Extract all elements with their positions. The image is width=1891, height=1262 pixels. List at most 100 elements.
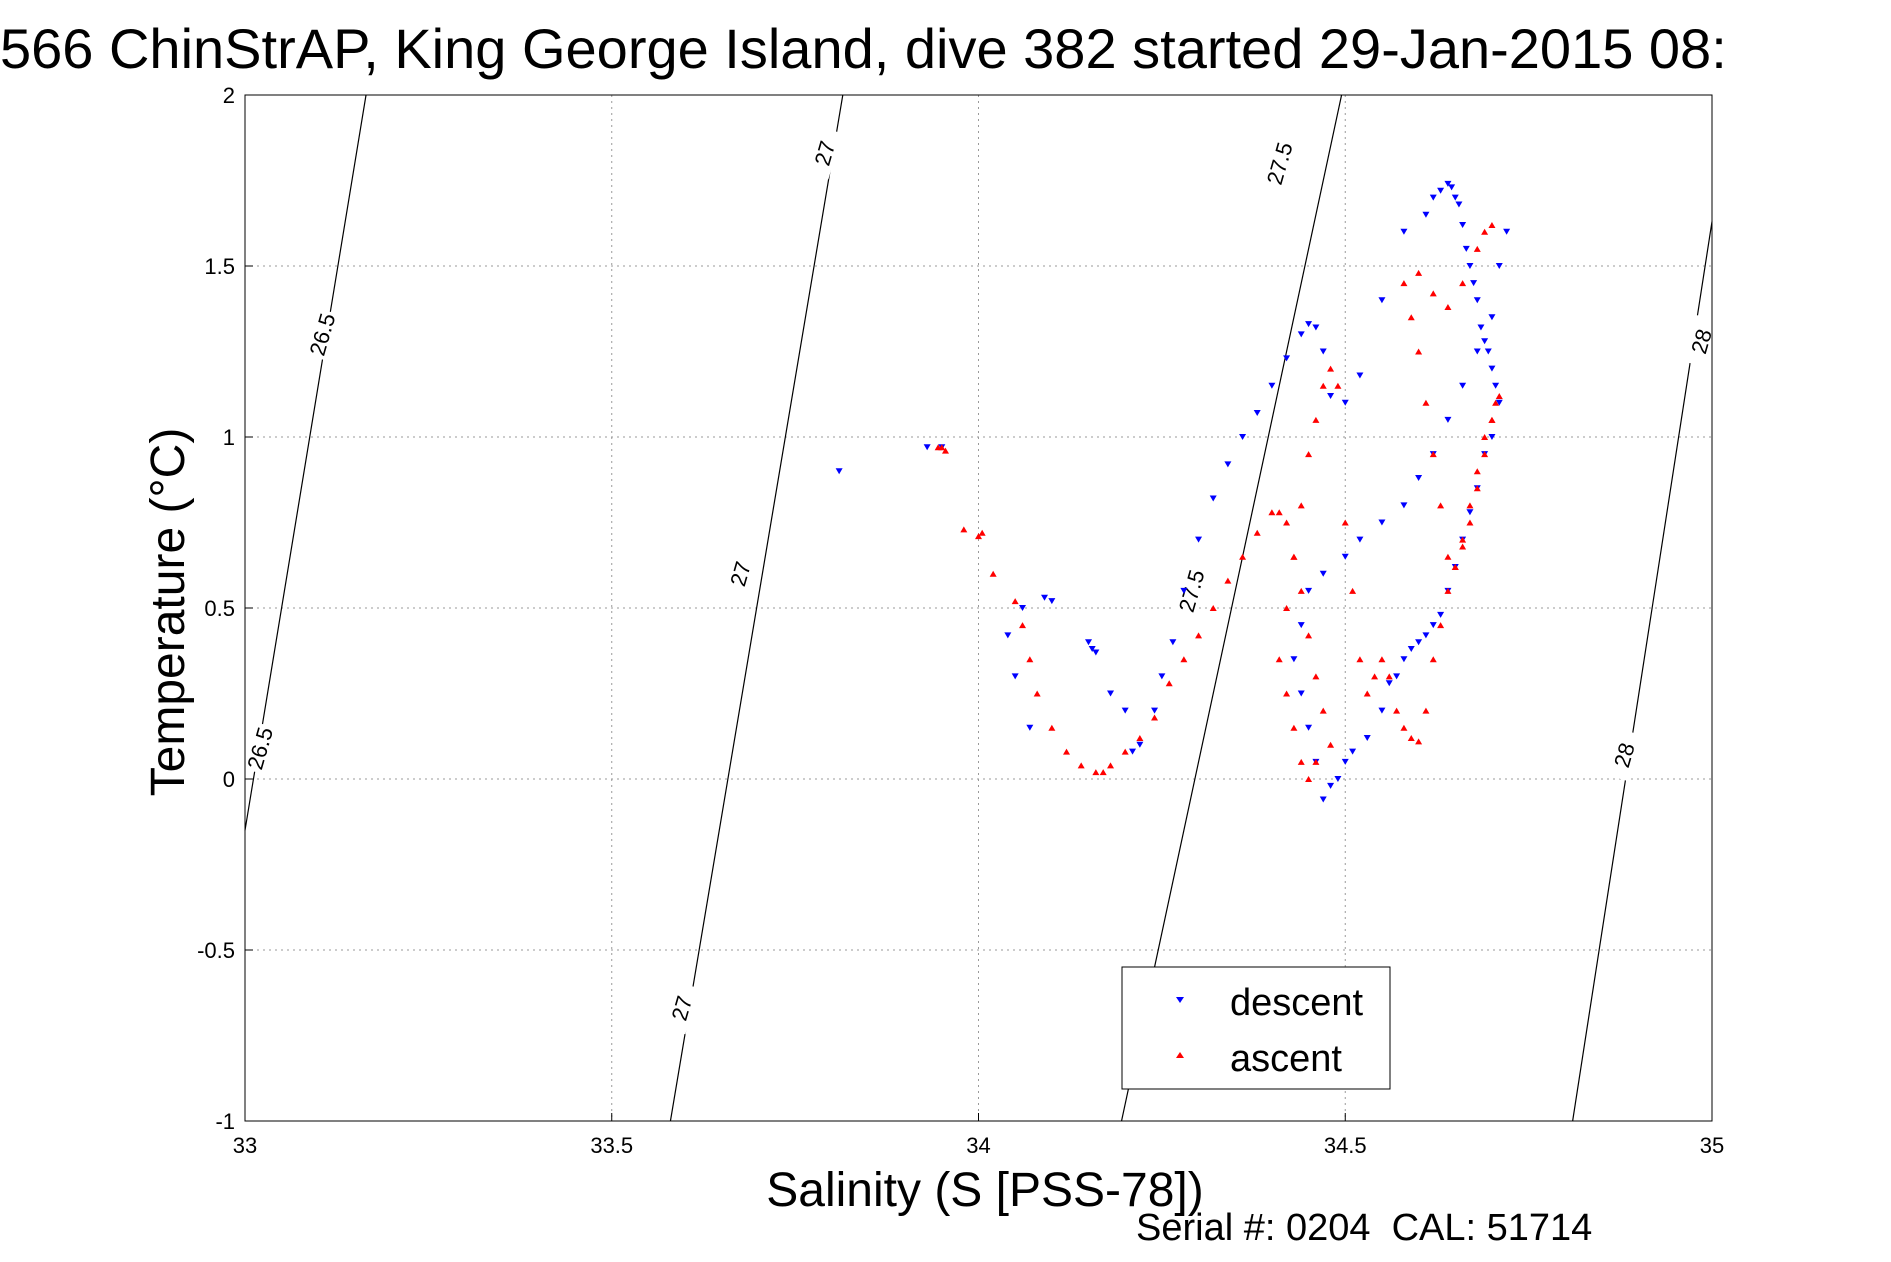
descent-point bbox=[1363, 734, 1371, 741]
contour-label-bg bbox=[1172, 564, 1209, 618]
y-tick-label: -0.5 bbox=[197, 938, 235, 963]
ascent-point bbox=[1151, 714, 1159, 721]
ascent-point bbox=[1349, 587, 1357, 594]
isopycnal-26.5 bbox=[244, 94, 367, 831]
descent-point bbox=[1444, 180, 1452, 187]
descent-point bbox=[1422, 632, 1430, 639]
legend-box bbox=[1121, 966, 1391, 1090]
descent-point bbox=[1319, 348, 1327, 355]
ascent-point bbox=[1048, 724, 1056, 731]
descent-point bbox=[1011, 673, 1019, 680]
contour-label-bg bbox=[240, 721, 277, 775]
ascent-point bbox=[1488, 221, 1496, 228]
data-points bbox=[835, 180, 1511, 803]
descent-point bbox=[1151, 707, 1159, 714]
ascent-point bbox=[941, 447, 949, 454]
ascent-point bbox=[1459, 280, 1467, 287]
grid-lines bbox=[244, 94, 1713, 1122]
descent-point bbox=[1004, 632, 1012, 639]
descent-point bbox=[923, 444, 931, 451]
descent-point bbox=[1495, 399, 1503, 406]
legend-ascent-marker bbox=[1176, 1052, 1184, 1058]
contour-label-text: 26.5 bbox=[305, 311, 341, 359]
ascent-point bbox=[1495, 392, 1503, 399]
descent-point bbox=[1400, 502, 1408, 509]
ascent-point bbox=[1378, 656, 1386, 663]
descent-point bbox=[1378, 707, 1386, 714]
ascent-point bbox=[1268, 509, 1276, 516]
ascent-point bbox=[960, 526, 968, 533]
descent-point bbox=[1503, 228, 1511, 235]
descent-point bbox=[1327, 392, 1335, 399]
ascent-point bbox=[1136, 734, 1144, 741]
descent-point bbox=[1459, 382, 1467, 389]
ascent-point bbox=[1363, 690, 1371, 697]
x-tick-label: 33.5 bbox=[590, 1133, 633, 1158]
descent-point bbox=[1088, 646, 1096, 653]
descent-point bbox=[1297, 331, 1305, 338]
y-tick-label: -1 bbox=[215, 1109, 235, 1134]
descent-point bbox=[1283, 355, 1291, 362]
descent-point bbox=[1107, 690, 1115, 697]
descent-point bbox=[1209, 495, 1217, 502]
descent-point bbox=[1253, 410, 1261, 417]
descent-point bbox=[1349, 748, 1357, 755]
ascent-point bbox=[1107, 762, 1115, 769]
ascent-point bbox=[1415, 348, 1423, 355]
ascent-point bbox=[1371, 673, 1379, 680]
ascent-point bbox=[1481, 228, 1489, 235]
ascent-point bbox=[1400, 280, 1408, 287]
ascent-point bbox=[1283, 519, 1291, 526]
descent-point bbox=[1400, 228, 1408, 235]
ascent-point bbox=[1481, 451, 1489, 458]
ascent-point bbox=[1473, 468, 1481, 475]
descent-point bbox=[1437, 611, 1445, 618]
descent-point bbox=[1477, 324, 1485, 331]
ascent-point bbox=[1444, 304, 1452, 311]
descent-point bbox=[1341, 553, 1349, 560]
ascent-point bbox=[1195, 632, 1203, 639]
ascent-point bbox=[1444, 553, 1452, 560]
x-axis-label: Salinity (S [PSS-78]) bbox=[766, 1164, 1203, 1217]
descent-point bbox=[1195, 536, 1203, 543]
ascent-point bbox=[1473, 485, 1481, 492]
ascent-point bbox=[1327, 741, 1335, 748]
ascent-point bbox=[1429, 656, 1437, 663]
descent-point bbox=[1470, 280, 1478, 287]
contour-label: 26.5 bbox=[302, 307, 341, 361]
ascent-point bbox=[1492, 399, 1500, 406]
descent-point bbox=[1484, 348, 1492, 355]
descent-point bbox=[1319, 570, 1327, 577]
ascent-point bbox=[1305, 776, 1313, 782]
contour-label: 28 bbox=[1681, 314, 1719, 368]
isopycnal-28 bbox=[1572, 221, 1713, 1122]
ascent-point bbox=[1356, 656, 1364, 663]
descent-point bbox=[1495, 263, 1503, 269]
descent-point bbox=[1319, 796, 1327, 803]
descent-point bbox=[1488, 314, 1496, 321]
y-tick-label: 1.5 bbox=[204, 254, 235, 279]
descent-point bbox=[1385, 680, 1393, 687]
descent-point bbox=[1026, 724, 1034, 731]
legend-descent-marker bbox=[1176, 997, 1184, 1003]
descent-point bbox=[1297, 622, 1305, 629]
ascent-point bbox=[1312, 416, 1320, 423]
descent-point bbox=[1048, 598, 1056, 605]
descent-point bbox=[1466, 263, 1474, 269]
ascent-point bbox=[1466, 502, 1474, 509]
descent-point bbox=[1239, 434, 1247, 440]
ascent-point bbox=[1121, 748, 1129, 755]
ascent-point bbox=[1019, 622, 1027, 629]
descent-point bbox=[1444, 416, 1452, 423]
y-axis-label: Temperature (°C) bbox=[142, 428, 195, 797]
descent-point bbox=[1400, 656, 1408, 663]
descent-point bbox=[1085, 639, 1093, 646]
y-tick-label: 0.5 bbox=[204, 596, 235, 621]
contour-label: 27.5 bbox=[1260, 136, 1298, 190]
descent-point bbox=[1129, 748, 1137, 755]
ascent-point bbox=[1466, 519, 1474, 526]
ascent-point bbox=[1319, 707, 1327, 714]
descent-point bbox=[1121, 707, 1129, 714]
contour-label: 27 bbox=[721, 547, 758, 600]
contour-label-text: 27.5 bbox=[1262, 140, 1298, 188]
